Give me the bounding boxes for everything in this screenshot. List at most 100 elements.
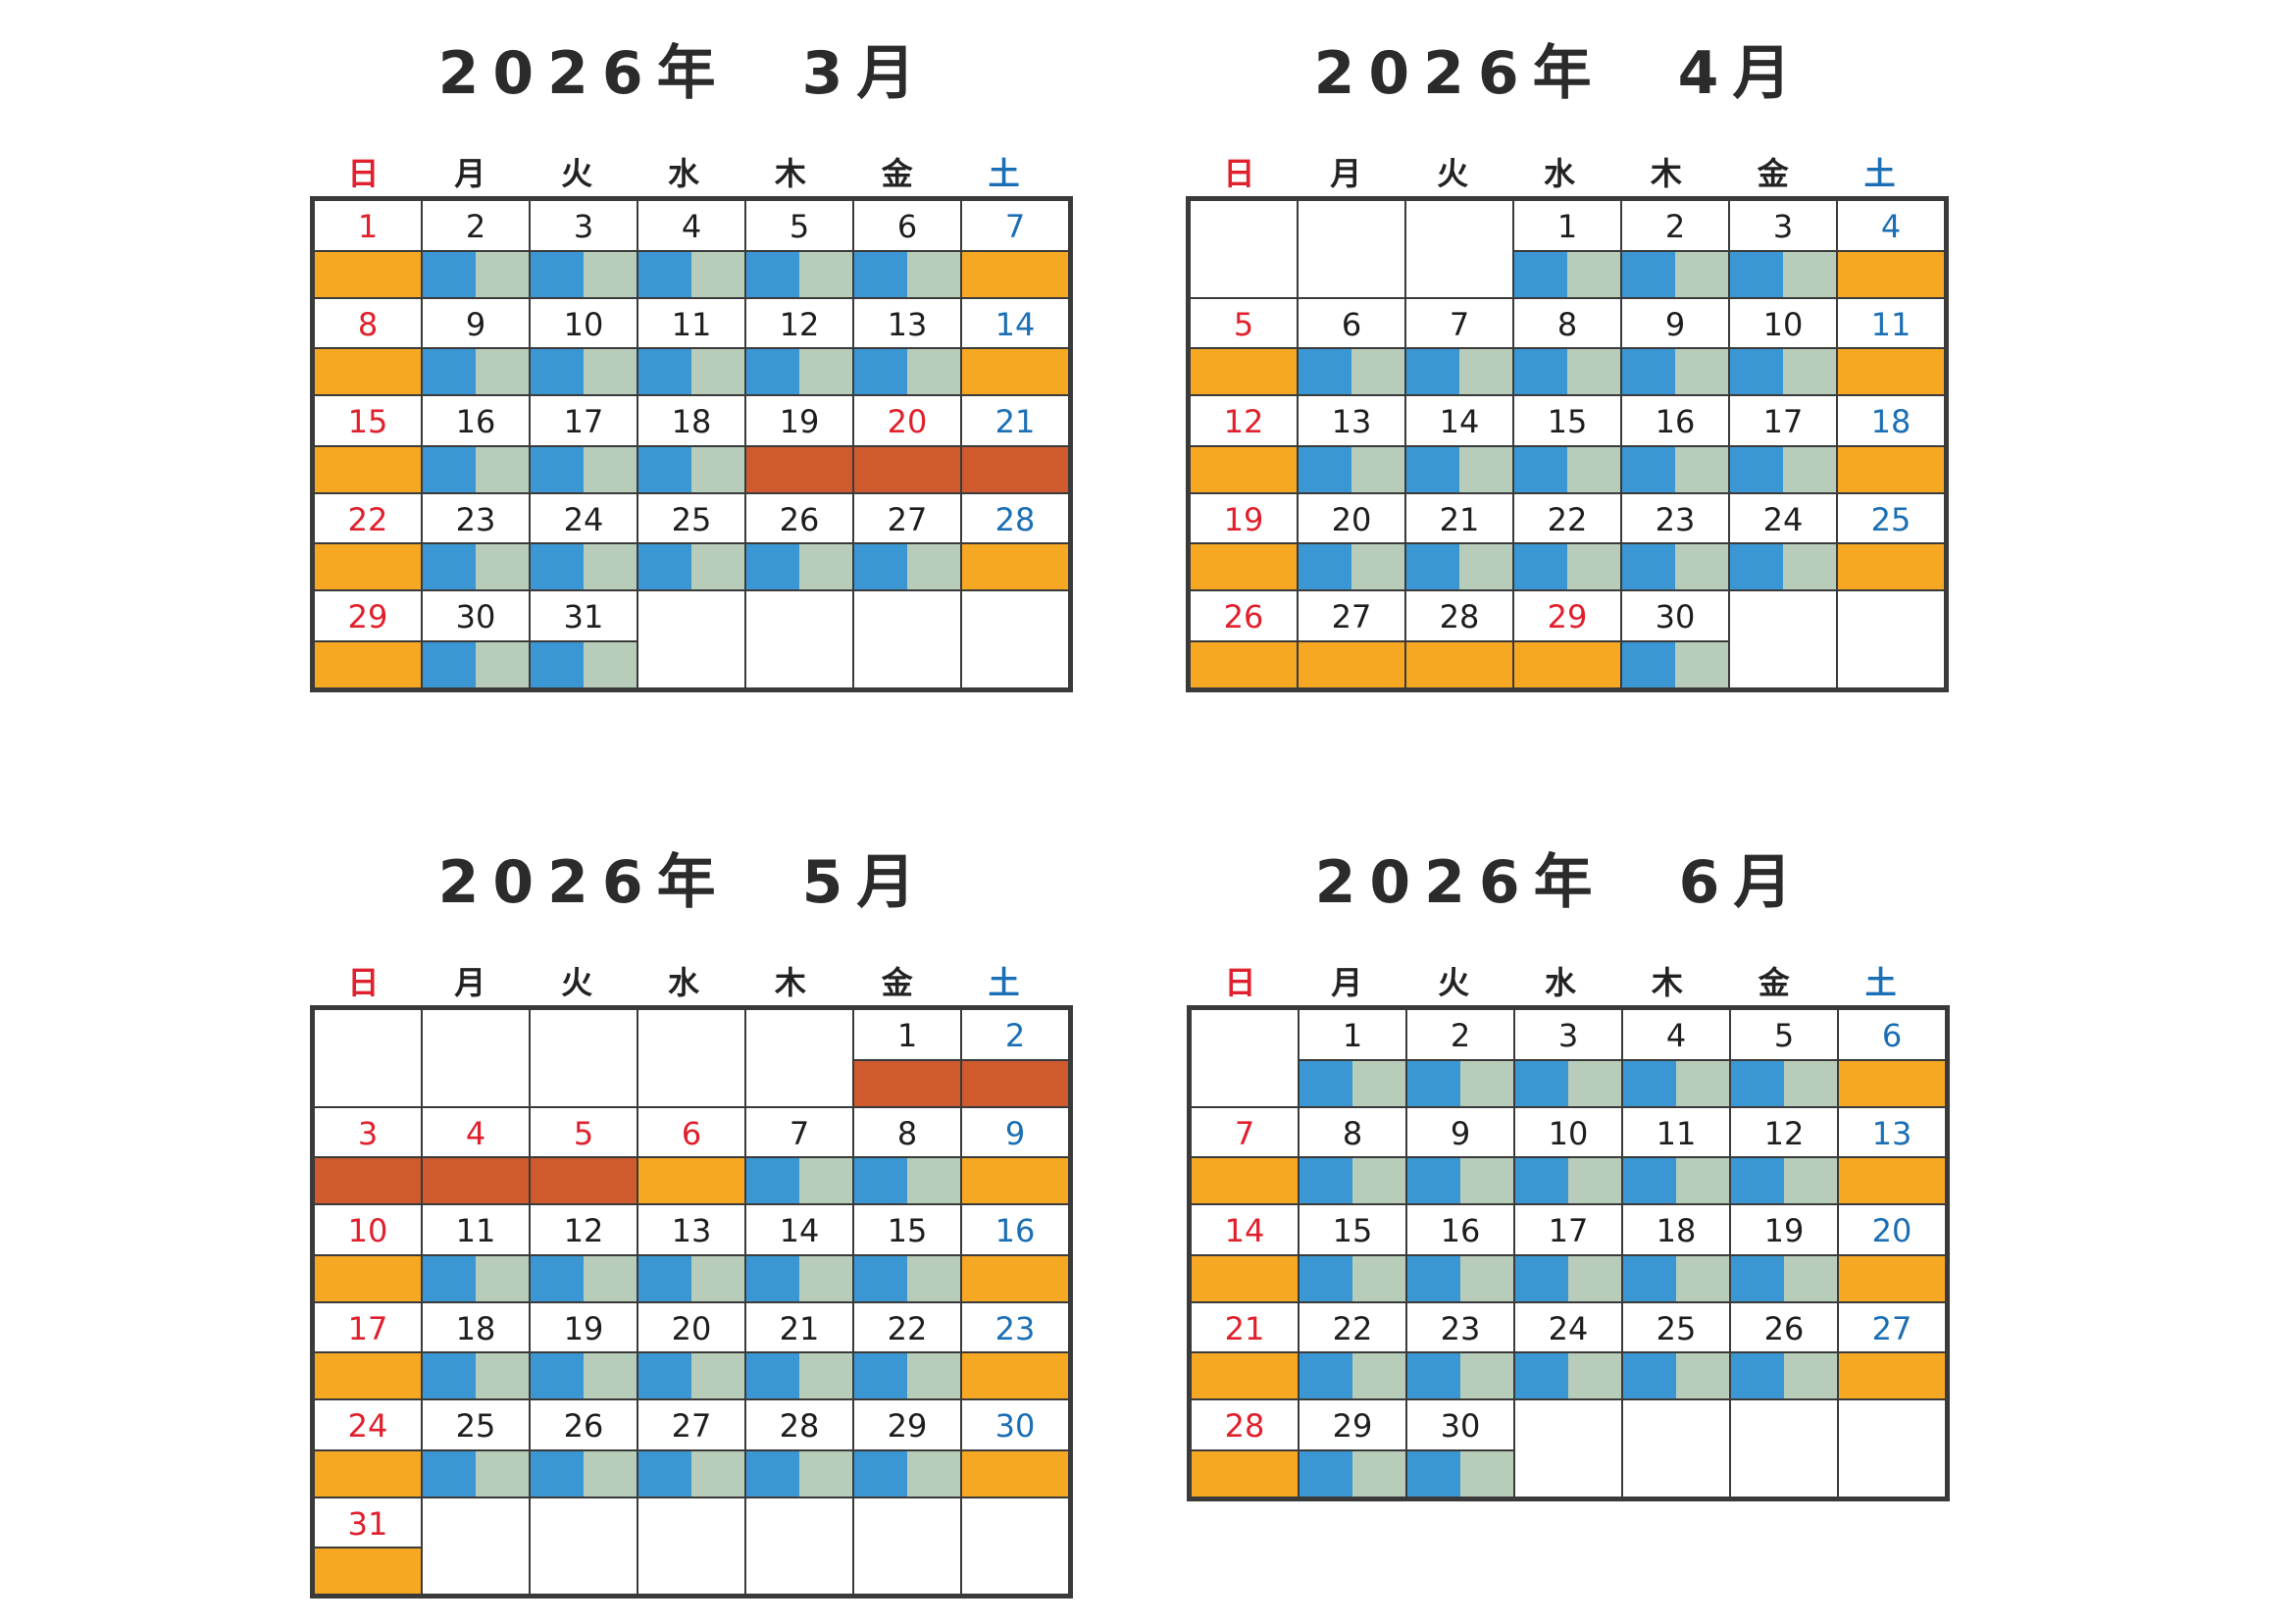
day-cell: 30 xyxy=(423,591,529,687)
band-segment-blue xyxy=(638,251,691,297)
band-segment-sage xyxy=(1460,1353,1513,1398)
weekday-header: 日月火水木金土 xyxy=(310,960,1057,1005)
weekday-label: 木 xyxy=(774,155,806,192)
day-cell: 12 xyxy=(1731,1107,1837,1203)
day-number: 17 xyxy=(1548,1212,1589,1249)
day-number: 22 xyxy=(887,1309,928,1347)
band-segment-sage xyxy=(799,349,852,394)
day-cell: 25 xyxy=(1623,1302,1729,1398)
workday-status-band xyxy=(423,1351,529,1398)
band-segment-sage xyxy=(1783,446,1836,492)
band-segment-blue xyxy=(1622,251,1675,297)
day-number: 25 xyxy=(1870,500,1912,538)
day-number: 27 xyxy=(1871,1309,1912,1347)
day-number: 9 xyxy=(1664,305,1686,343)
day-cell: 18 xyxy=(1623,1205,1729,1301)
day-number: 25 xyxy=(455,1407,496,1445)
workday-status-band xyxy=(1299,444,1404,492)
weekday-label: 土 xyxy=(1863,155,1896,192)
day-number: 23 xyxy=(455,500,496,538)
day-number: 20 xyxy=(887,403,928,440)
band-segment-sage xyxy=(799,1255,852,1301)
weekday-label: 水 xyxy=(668,155,700,192)
day-number: 8 xyxy=(1556,305,1578,343)
day-number: 2 xyxy=(1004,1017,1026,1054)
band-segment-blue xyxy=(1730,446,1783,492)
band-segment-blue xyxy=(638,446,691,492)
band-segment-sage xyxy=(1352,1060,1405,1106)
band-segment-sage xyxy=(1567,251,1620,297)
band-segment-blue xyxy=(1514,349,1567,394)
band-segment-blue xyxy=(638,1255,691,1301)
day-number: 31 xyxy=(347,1504,388,1543)
day-grid: 1 2 3 4 5 6 7 8 9 10 11 12 13 14 15 16 17 18 19 20 21 22 23 24 2… xyxy=(310,196,1073,692)
band-segment-blue xyxy=(1623,1060,1676,1106)
day-cell: 7 xyxy=(962,201,1068,297)
workday-status-band xyxy=(1300,1351,1405,1398)
day-cell: 3 xyxy=(531,201,637,297)
day-cell: 27 xyxy=(854,493,960,589)
workday-status-band xyxy=(1731,1156,1837,1203)
day-number: 30 xyxy=(1655,598,1696,635)
day-cell: 16 xyxy=(1622,396,1728,492)
band-segment-blue xyxy=(1515,1255,1568,1301)
empty-day-cell xyxy=(854,1497,960,1594)
day-cell: 17 xyxy=(315,1302,421,1398)
band-segment-blue xyxy=(1407,1060,1460,1106)
day-cell: 23 xyxy=(423,493,529,589)
day-number: 6 xyxy=(1341,305,1362,343)
band-segment-blue xyxy=(1514,544,1567,589)
day-cell: 15 xyxy=(315,396,421,492)
empty-day-cell xyxy=(962,591,1068,687)
holiday-status-band xyxy=(1839,1253,1945,1301)
band-segment-blue xyxy=(1515,1158,1568,1203)
band-segment-sage xyxy=(1460,1060,1513,1106)
day-number: 28 xyxy=(994,500,1036,538)
band-segment-sage xyxy=(1784,1158,1837,1203)
day-number: 28 xyxy=(779,1407,820,1445)
weekday-label: 木 xyxy=(1650,155,1682,192)
band-segment-blue xyxy=(1731,1060,1784,1106)
day-cell: 12 xyxy=(746,298,852,394)
empty-day-cell xyxy=(1299,201,1404,297)
weekday-label: 水 xyxy=(1544,155,1576,192)
day-number: 31 xyxy=(563,598,604,635)
workday-status-band xyxy=(1407,1351,1513,1398)
day-cell: 9 xyxy=(1622,298,1728,394)
band-segment-blue xyxy=(1406,349,1459,394)
workday-status-band xyxy=(423,639,529,687)
day-cell: 11 xyxy=(1623,1107,1729,1203)
day-cell: 4 xyxy=(638,201,744,297)
weekday-header: 日月火水木金土 xyxy=(310,151,1057,196)
band-segment-sage xyxy=(907,251,960,297)
day-cell: 15 xyxy=(1514,396,1620,492)
special-closure-band xyxy=(423,1156,529,1203)
day-number: 19 xyxy=(1223,500,1264,538)
day-cell: 20 xyxy=(1299,493,1404,589)
day-number: 9 xyxy=(465,305,486,343)
band-segment-blue xyxy=(746,251,799,297)
band-segment-sage xyxy=(476,1255,529,1301)
band-segment-sage xyxy=(691,1255,744,1301)
day-cell: 9 xyxy=(1407,1107,1513,1203)
weekday-label: 土 xyxy=(988,964,1020,1001)
day-number: 6 xyxy=(896,208,918,245)
special-closure-band xyxy=(315,1156,421,1203)
day-number: 12 xyxy=(563,1212,604,1249)
workday-status-band xyxy=(531,249,637,297)
workday-status-band xyxy=(746,542,852,589)
day-number: 1 xyxy=(357,208,379,245)
day-cell: 30 xyxy=(962,1400,1068,1497)
band-segment-blue xyxy=(1407,1255,1460,1301)
day-number: 17 xyxy=(563,403,604,440)
workday-status-band xyxy=(746,1351,852,1398)
band-segment-sage xyxy=(1568,1255,1621,1301)
weekday-header: 日月火水木金土 xyxy=(1187,960,1934,1005)
day-cell: 30 xyxy=(1622,591,1728,687)
workday-status-band xyxy=(531,1351,637,1398)
holiday-status-band xyxy=(1406,639,1512,687)
weekday-label: 土 xyxy=(988,155,1020,192)
band-segment-blue xyxy=(854,1158,907,1203)
holiday-status-band xyxy=(1839,1058,1945,1106)
workday-status-band xyxy=(1407,1058,1513,1106)
